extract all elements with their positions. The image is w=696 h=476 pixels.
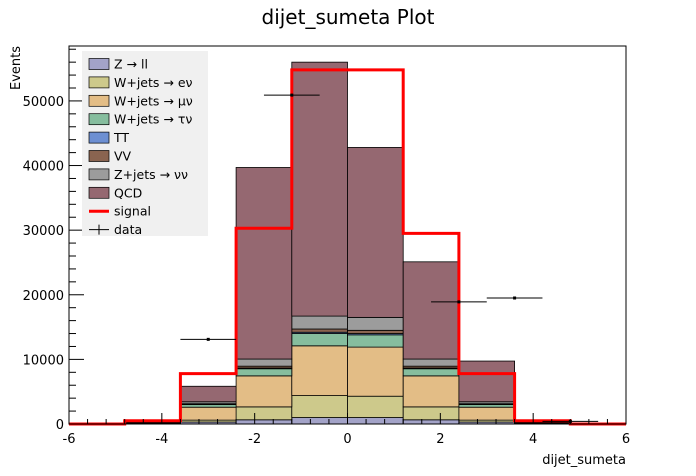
bar-1-5 — [348, 396, 404, 417]
bar-3-4 — [292, 334, 348, 346]
bar-7-3 — [236, 167, 292, 359]
legend-swatch-3 — [89, 114, 109, 125]
x-tick-label: 4 — [529, 432, 537, 447]
y-tick-label: 30000 — [23, 224, 64, 239]
bar-1-3 — [236, 407, 292, 420]
bar-6-5 — [348, 317, 404, 330]
legend-swatch-1 — [89, 77, 109, 88]
y-tick-label: 50000 — [23, 95, 64, 110]
bar-5-4 — [292, 329, 348, 332]
data-point-2 — [457, 300, 460, 303]
x-tick-label: 2 — [436, 432, 444, 447]
x-tick-label: -2 — [248, 432, 261, 447]
legend-entry-label: data — [114, 222, 142, 237]
bar-1-4 — [292, 396, 348, 418]
legend-swatch-6 — [89, 169, 109, 180]
bar-2-2 — [180, 407, 236, 420]
bar-0-5 — [348, 418, 404, 424]
bar-1-6 — [403, 407, 459, 420]
x-tick-label: -4 — [155, 432, 168, 447]
bar-7-6 — [403, 262, 459, 359]
legend-swatch-4 — [89, 132, 109, 143]
legend-entry-label: W+jets → eν — [114, 75, 193, 90]
legend: Z → ll W+jets → eν W+jets → μν W+jets → τν T… — [82, 51, 208, 237]
legend-entry-label: QCD — [114, 185, 142, 200]
bar-6-4 — [292, 316, 348, 329]
bar-2-6 — [403, 376, 459, 407]
bar-6-3 — [236, 359, 292, 366]
bar-2-7 — [459, 407, 515, 420]
bar-6-6 — [403, 359, 459, 366]
y-tick-label: 0 — [56, 418, 64, 433]
legend-entry-label: W+jets → μν — [114, 93, 193, 108]
y-tick-label: 10000 — [23, 353, 64, 368]
bar-3-3 — [236, 369, 292, 376]
bar-5-5 — [348, 330, 404, 333]
bar-0-6 — [403, 420, 459, 424]
legend-entry-label: W+jets → τν — [114, 112, 192, 127]
y-tick-label: 40000 — [23, 160, 64, 175]
data-point-1 — [290, 94, 293, 97]
bar-3-6 — [403, 369, 459, 376]
bar-7-2 — [180, 386, 236, 402]
bar-7-5 — [348, 147, 404, 317]
bar-2-5 — [348, 347, 404, 396]
bar-0-4 — [292, 418, 348, 424]
legend-entry-label: signal — [114, 204, 151, 219]
legend-swatch-7 — [89, 187, 109, 198]
legend-entry-label: TT — [113, 130, 129, 145]
bar-0-3 — [236, 420, 292, 424]
bar-2-4 — [292, 346, 348, 396]
y-tick-label: 20000 — [23, 289, 64, 304]
y-axis-label: Events — [9, 46, 24, 90]
data-point-0 — [207, 338, 210, 341]
x-axis-label: dijet_sumeta — [542, 453, 626, 468]
data-point-3 — [513, 297, 516, 300]
legend-swatch-5 — [89, 151, 109, 162]
legend-entry-label: Z → ll — [114, 57, 148, 72]
x-tick-label: -6 — [63, 432, 76, 447]
bar-7-7 — [459, 361, 515, 402]
bar-2-3 — [236, 376, 292, 407]
legend-entry-label: VV — [114, 149, 132, 164]
legend-swatch-2 — [89, 95, 109, 106]
bar-3-5 — [348, 335, 404, 347]
bar-7-4 — [292, 62, 348, 316]
x-tick-label: 6 — [622, 432, 630, 447]
legend-swatch-0 — [89, 59, 109, 70]
chart-title: dijet_sumeta Plot — [262, 5, 435, 29]
x-tick-label: 0 — [343, 432, 351, 447]
legend-entry-label: Z+jets → νν — [114, 167, 188, 182]
